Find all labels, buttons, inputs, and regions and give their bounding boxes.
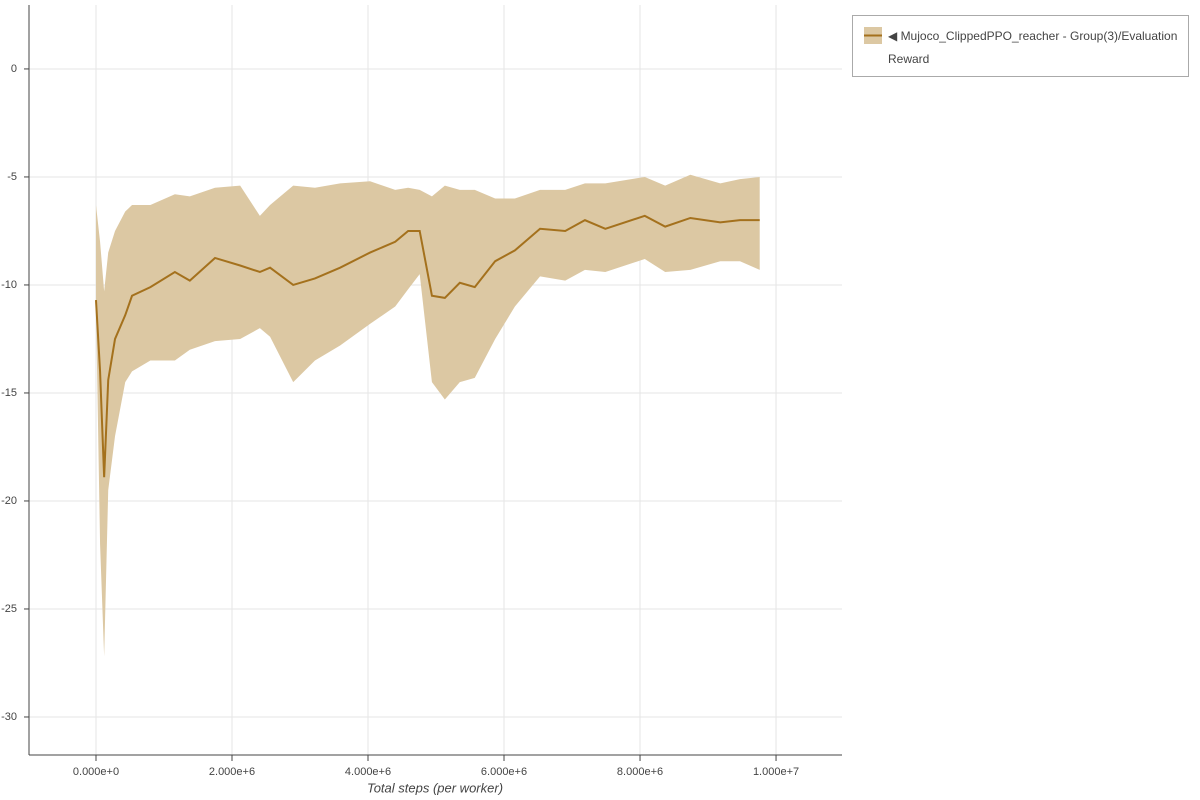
x-tick-label: 0.000e+0 bbox=[73, 766, 119, 778]
y-tick-label: -10 bbox=[1, 279, 17, 291]
x-tick-label: 8.000e+6 bbox=[617, 766, 663, 778]
y-tick-label: -5 bbox=[7, 171, 17, 183]
y-tick-label: 0 bbox=[11, 63, 17, 75]
legend-label: ◀ Mujoco_ClippedPPO_reacher - Group(3)/E… bbox=[888, 29, 1178, 66]
y-tick-label: -30 bbox=[1, 711, 17, 723]
x-tick-label: 2.000e+6 bbox=[209, 766, 255, 778]
legend: ◀ Mujoco_ClippedPPO_reacher - Group(3)/E… bbox=[852, 15, 1189, 77]
x-tick-label: 4.000e+6 bbox=[345, 766, 391, 778]
chart: Total steps (per worker) 0 -5 -10 -15 -20 -25… bbox=[1, 5, 842, 795]
y-tick-label: -20 bbox=[1, 495, 17, 507]
line bbox=[94, 214, 760, 478]
x-tick-label: 6.000e+6 bbox=[481, 766, 527, 778]
x-axis-label: Total steps (per worker) bbox=[367, 780, 503, 795]
legend-swatch bbox=[864, 27, 882, 44]
band bbox=[95, 174, 760, 657]
x-tick-label: 1.000e+7 bbox=[753, 766, 799, 778]
y-tick-label: -25 bbox=[1, 603, 17, 615]
y-tick-label: -15 bbox=[1, 387, 17, 399]
